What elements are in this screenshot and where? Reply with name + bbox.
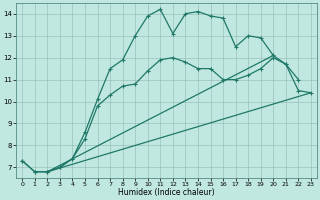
X-axis label: Humidex (Indice chaleur): Humidex (Indice chaleur): [118, 188, 215, 197]
